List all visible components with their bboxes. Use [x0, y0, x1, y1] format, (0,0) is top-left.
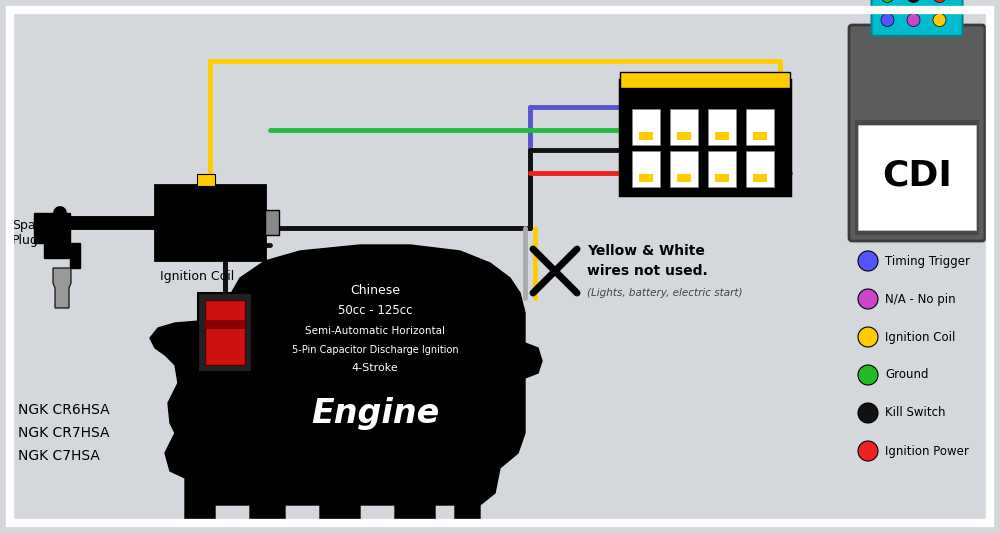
Bar: [670, 151, 698, 187]
Bar: [639, 132, 653, 140]
Bar: [670, 109, 698, 145]
Bar: [715, 174, 729, 182]
Bar: [265, 210, 279, 235]
Bar: [746, 151, 774, 187]
Bar: [677, 174, 691, 182]
Polygon shape: [150, 245, 525, 520]
Text: Ignition Coil: Ignition Coil: [160, 270, 234, 283]
Bar: [753, 174, 767, 182]
Text: Ground: Ground: [885, 368, 929, 382]
Bar: [639, 174, 653, 182]
Text: Chinese: Chinese: [350, 285, 400, 297]
Text: Ignition Coil: Ignition Coil: [885, 330, 955, 343]
Text: 5-Pin Capacitor Discharge Ignition: 5-Pin Capacitor Discharge Ignition: [292, 345, 458, 355]
Bar: [205, 300, 245, 365]
Bar: [620, 80, 790, 195]
Bar: [858, 125, 976, 230]
Circle shape: [858, 251, 878, 271]
Circle shape: [858, 365, 878, 385]
Text: Kill Switch: Kill Switch: [885, 407, 946, 419]
Text: 4-Stroke: 4-Stroke: [352, 363, 398, 373]
Text: NGK CR6HSA
NGK CR7HSA
NGK C7HSA: NGK CR6HSA NGK CR7HSA NGK C7HSA: [18, 403, 110, 463]
Text: (Lights, battery, electric start): (Lights, battery, electric start): [587, 288, 742, 298]
Bar: [198, 293, 252, 372]
Bar: [708, 109, 736, 145]
Circle shape: [933, 13, 946, 27]
Bar: [197, 174, 215, 186]
Text: Spark
Plug: Spark Plug: [12, 219, 48, 247]
Text: Engine: Engine: [311, 397, 439, 430]
Circle shape: [858, 403, 878, 423]
Bar: [855, 119, 979, 235]
Bar: [746, 109, 774, 145]
Text: N/A - No pin: N/A - No pin: [885, 293, 956, 305]
Circle shape: [881, 0, 894, 3]
Bar: [715, 132, 729, 140]
Circle shape: [858, 289, 878, 309]
Text: wires not used.: wires not used.: [587, 264, 708, 278]
Text: Ignition Power: Ignition Power: [885, 445, 969, 457]
Bar: [155, 185, 265, 260]
Polygon shape: [53, 268, 71, 308]
FancyBboxPatch shape: [849, 25, 985, 241]
Circle shape: [858, 441, 878, 461]
Bar: [632, 109, 660, 145]
Bar: [205, 319, 245, 329]
Text: 50cc - 125cc: 50cc - 125cc: [338, 304, 412, 318]
Bar: [632, 151, 660, 187]
Circle shape: [881, 13, 894, 27]
Circle shape: [907, 13, 920, 27]
Circle shape: [858, 327, 878, 347]
Bar: [620, 72, 790, 88]
Text: Yellow & White: Yellow & White: [587, 244, 705, 258]
FancyBboxPatch shape: [872, 0, 962, 36]
Bar: [753, 132, 767, 140]
Polygon shape: [525, 343, 542, 378]
Text: Timing Trigger: Timing Trigger: [885, 254, 970, 268]
Circle shape: [907, 0, 920, 3]
Text: Semi-Automatic Horizontal: Semi-Automatic Horizontal: [305, 326, 445, 336]
Bar: [677, 132, 691, 140]
Bar: [708, 151, 736, 187]
Text: Kill Switch: Kill Switch: [193, 381, 257, 394]
Circle shape: [933, 0, 946, 3]
Polygon shape: [34, 213, 80, 268]
Text: CDI: CDI: [882, 159, 952, 193]
